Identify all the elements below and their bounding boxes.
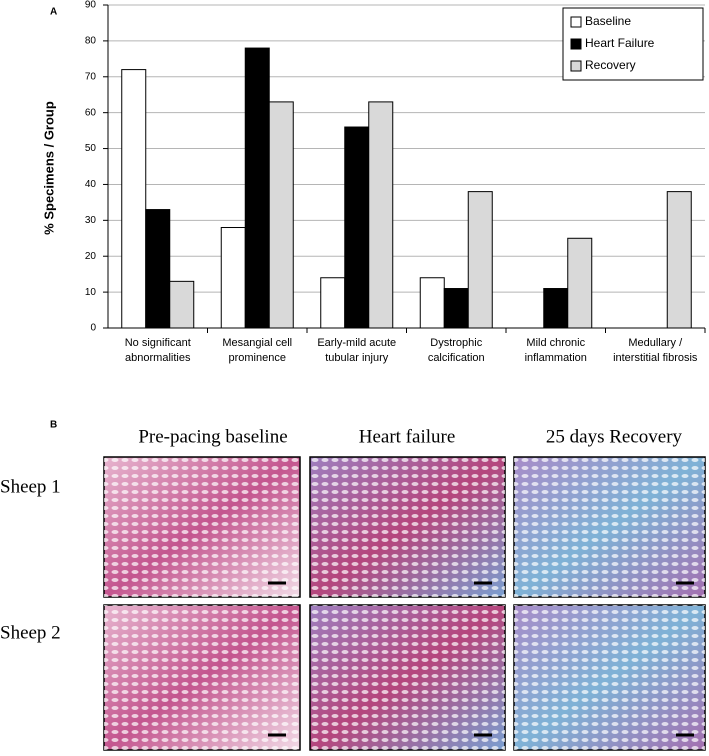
plot-area: 0 10 20 30 40 50 60 70 80 90 Baseline Heart Failure… — [85, 0, 706, 334]
y-tick-label: 10 — [85, 287, 97, 298]
y-tick-label: 60 — [85, 107, 97, 118]
column-header: Pre-pacing baseline — [138, 426, 287, 447]
bar — [543, 288, 569, 329]
legend-swatch — [570, 38, 582, 50]
y-tick-label: 40 — [85, 179, 97, 190]
bar — [268, 101, 294, 329]
texture — [310, 605, 505, 750]
column-header: 25 days Recovery — [546, 426, 683, 447]
panel-label: B — [50, 420, 57, 431]
y-axis-label: % Specimens / Group — [41, 101, 56, 235]
bar — [145, 209, 171, 329]
y-tick-label: 50 — [85, 143, 97, 154]
texture — [310, 457, 505, 597]
bar — [567, 237, 593, 329]
bar — [121, 69, 147, 329]
x-tick-label: Mild chronic inflammation — [524, 337, 587, 364]
legend-swatch — [570, 16, 582, 28]
column-header: Heart failure — [359, 426, 456, 447]
texture — [514, 457, 705, 597]
y-tick-label: 0 — [90, 323, 96, 334]
bar — [467, 191, 493, 329]
row-label: Sheep 2 — [0, 622, 61, 643]
bar — [443, 288, 469, 329]
y-tick-label: 30 — [85, 215, 97, 226]
y-tick-label: 70 — [85, 71, 97, 82]
scale-bars — [268, 581, 694, 737]
x-tick-label: Medullary / interstitial fibrosis — [613, 337, 698, 364]
legend-label: Recovery — [585, 58, 636, 72]
bar — [344, 126, 370, 329]
bar — [244, 47, 270, 329]
x-tick-label: Early-mild acute tubular injury — [317, 337, 397, 364]
panel-label: A — [50, 7, 57, 18]
legend-swatch — [570, 60, 582, 72]
bar — [419, 277, 445, 329]
bar — [320, 277, 346, 329]
y-tick-label: 80 — [85, 36, 97, 47]
texture — [514, 605, 705, 750]
legend-label: Heart Failure — [585, 36, 655, 50]
bar — [666, 191, 692, 329]
bar — [368, 101, 394, 329]
row-label: Sheep 1 — [0, 476, 61, 497]
bar — [169, 280, 195, 329]
texture — [104, 457, 300, 597]
bar — [220, 227, 246, 329]
x-tick-label: Dystrophic calcification — [427, 337, 485, 364]
texture — [104, 605, 300, 750]
scale-bar — [268, 581, 694, 737]
x-tick-label: No significant abnormalities — [124, 337, 191, 364]
x-tick-label: Mesangial cell prominence — [222, 337, 293, 364]
y-tick-label: 20 — [85, 251, 97, 262]
legend-label: Baseline — [585, 14, 631, 28]
y-tick-label: 90 — [85, 0, 97, 11]
legend-box — [562, 7, 704, 81]
micrographs — [103, 456, 706, 751]
